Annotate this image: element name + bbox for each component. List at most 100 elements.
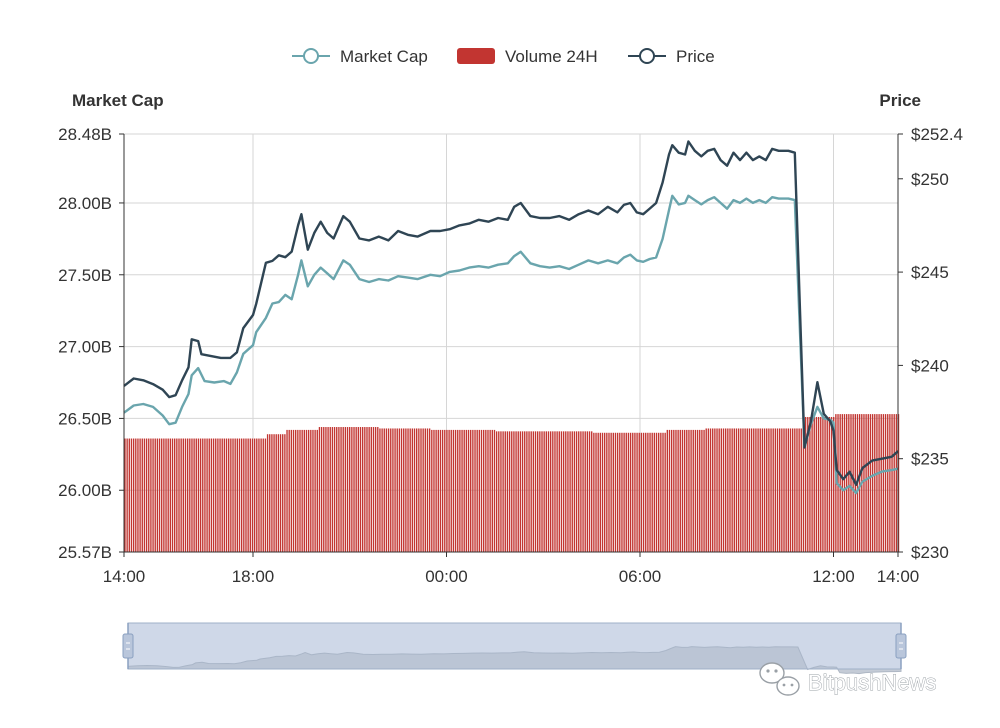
- volume-bar: [428, 428, 431, 552]
- volume-bar: [195, 438, 197, 552]
- volume-bar: [569, 431, 571, 552]
- volume-bar: [871, 414, 874, 552]
- volume-bar: [452, 429, 455, 552]
- wechat-eye: [790, 683, 794, 687]
- zoom-handle-right[interactable]: [895, 623, 907, 669]
- volume-bar: [474, 429, 476, 552]
- volume-bar: [470, 429, 472, 552]
- volume-bar: [303, 429, 306, 552]
- volume-bar: [666, 429, 669, 552]
- volume-bar: [608, 432, 610, 552]
- zoom-handle-left[interactable]: [122, 623, 134, 669]
- volume-bar: [405, 428, 407, 552]
- volume-bar: [379, 428, 381, 552]
- left-axis-title: Market Cap: [72, 91, 164, 110]
- volume-bar: [556, 431, 558, 552]
- legend-label: Price: [676, 47, 715, 66]
- volume-bar: [526, 431, 528, 552]
- volume-bar: [437, 429, 439, 552]
- volume-bar: [154, 438, 156, 552]
- volume-bar: [845, 414, 848, 552]
- volume-bar: [420, 428, 422, 552]
- volume-bar: [448, 429, 450, 552]
- series-line-market-cap: [123, 194, 899, 495]
- volume-bar: [759, 428, 761, 552]
- volume-bar: [554, 431, 556, 552]
- volume-bar: [370, 427, 372, 552]
- volume-bar: [472, 429, 474, 552]
- volume-bar: [660, 432, 662, 552]
- volume-bar: [677, 429, 679, 552]
- volume-bar: [329, 427, 331, 552]
- volume-bar: [735, 428, 738, 552]
- volume-bar: [744, 428, 746, 552]
- volume-bar: [465, 429, 468, 552]
- volume-bar: [511, 431, 513, 552]
- zoom-selection[interactable]: [127, 622, 902, 670]
- volume-bar: [815, 416, 818, 552]
- volume-bar: [681, 429, 684, 552]
- legend-item-volume-24h[interactable]: Volume 24H: [457, 47, 598, 66]
- volume-bar: [407, 428, 409, 552]
- volume-bar: [703, 429, 705, 552]
- volume-bar: [586, 431, 589, 552]
- volume-bar: [673, 429, 675, 552]
- volume-bar: [476, 429, 478, 552]
- volume-bar: [158, 438, 161, 552]
- volume-bar: [705, 428, 707, 552]
- legend-swatch: [457, 48, 495, 64]
- volume-bar: [640, 432, 643, 552]
- volume-bar: [565, 431, 567, 552]
- volume-bar: [431, 429, 433, 552]
- volume-bar: [718, 428, 720, 552]
- volume-bar: [387, 428, 390, 552]
- volume-bar: [316, 429, 318, 552]
- volume-bar: [720, 428, 723, 552]
- volume-bar: [649, 432, 651, 552]
- volume-bar: [824, 416, 826, 552]
- volume-bar: [802, 416, 805, 552]
- volume-bar: [353, 427, 355, 552]
- volume-bar: [366, 427, 368, 552]
- volume-bar: [212, 438, 215, 552]
- volume-bar: [184, 438, 187, 552]
- volume-bar: [817, 416, 820, 552]
- volume-bar: [355, 427, 357, 552]
- volume-bar: [368, 427, 370, 552]
- volume-bar: [346, 427, 349, 552]
- volume-bar: [454, 429, 457, 552]
- volume-bar: [426, 428, 429, 552]
- volume-bar: [364, 427, 366, 552]
- volume-bar: [722, 428, 725, 552]
- volume-bar: [357, 427, 360, 552]
- volume-bar: [787, 428, 790, 552]
- volume-bar: [156, 438, 159, 552]
- volume-bar: [858, 414, 861, 552]
- volume-bar: [444, 429, 446, 552]
- volume-bar: [755, 428, 757, 552]
- volume-bar: [344, 427, 347, 552]
- volume-bar: [178, 438, 180, 552]
- volume-bar: [301, 429, 303, 552]
- volume-bar: [312, 429, 314, 552]
- volume-bar: [789, 428, 792, 552]
- zoom-handle-grip: [122, 633, 134, 659]
- legend-item-market-cap[interactable]: Market Cap: [292, 47, 428, 66]
- volume-bar: [383, 428, 385, 552]
- volume-bar: [199, 438, 202, 552]
- volume-bar: [290, 429, 293, 552]
- volume-bar: [655, 432, 658, 552]
- volume-bar: [482, 429, 485, 552]
- volume-bar: [171, 438, 174, 552]
- zoom-preview-area: [127, 646, 902, 675]
- volume-bar: [165, 438, 167, 552]
- volume-bar: [204, 438, 206, 552]
- data-zoom-slider[interactable]: [122, 622, 907, 675]
- volume-bar: [753, 428, 755, 552]
- volume-bar: [716, 428, 718, 552]
- volume-bar: [636, 432, 638, 552]
- volume-bar: [377, 427, 379, 552]
- volume-bar: [696, 429, 699, 552]
- volume-bar: [791, 428, 794, 552]
- legend-item-price[interactable]: Price: [628, 47, 715, 66]
